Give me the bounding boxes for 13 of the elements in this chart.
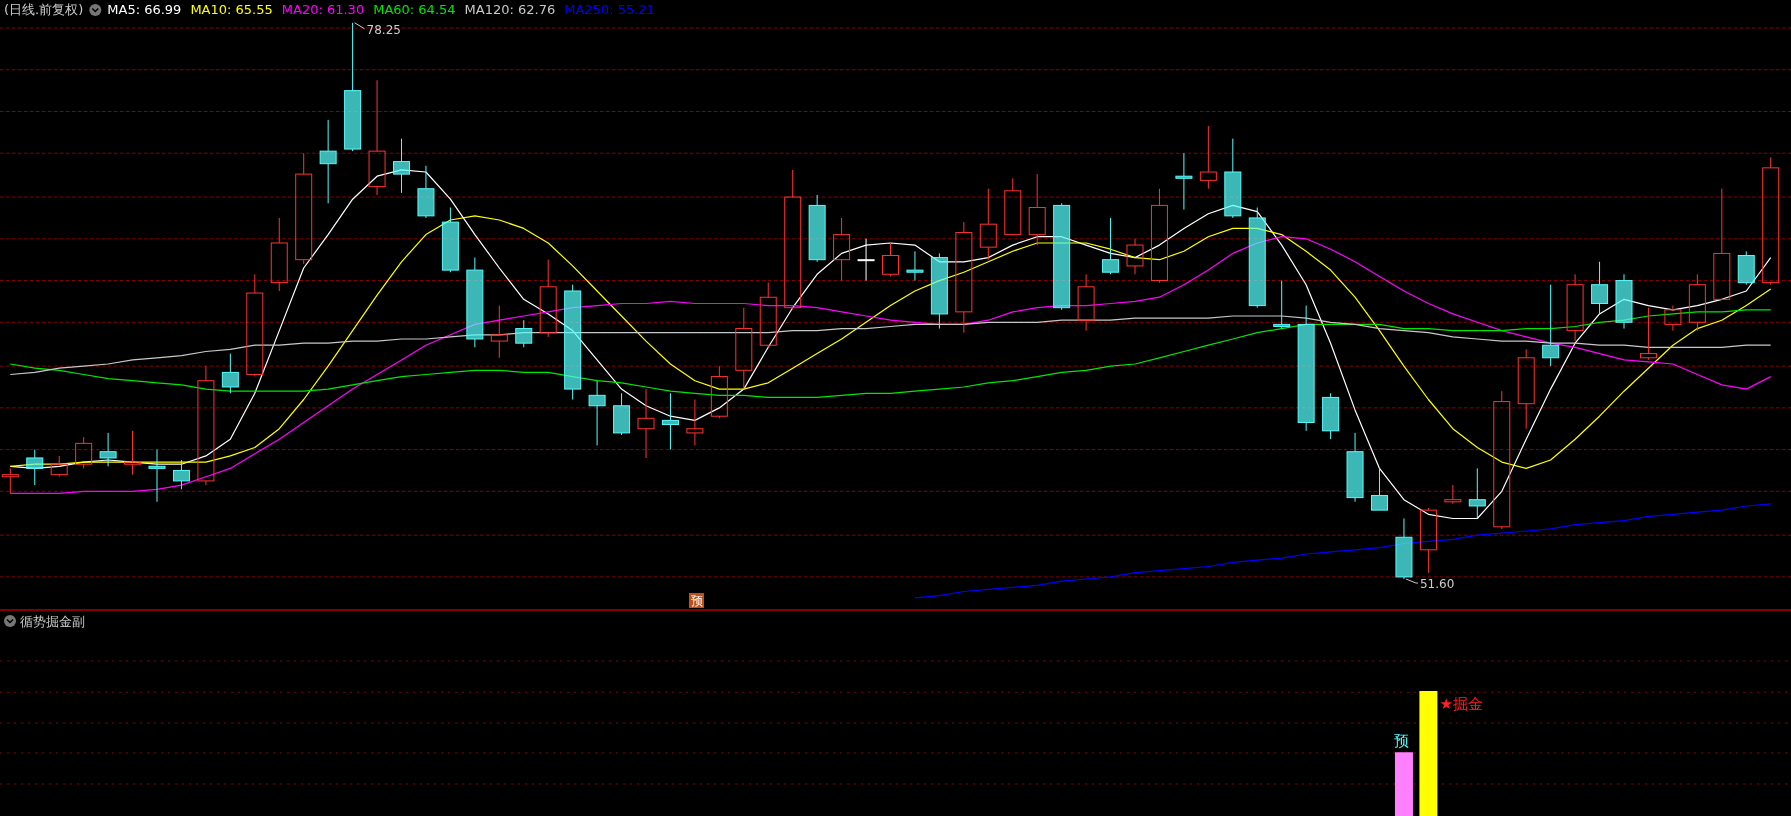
text: MA10: 65.55 [190, 2, 273, 17]
annotation: 预 [1393, 732, 1409, 751]
annotation: 78.25 [366, 22, 401, 37]
text: MA20: 61.30 [281, 2, 365, 17]
text: MA60: 64.54 [373, 2, 456, 17]
annotation: 51.60 [1419, 577, 1455, 591]
text: MA250: 55.21 [564, 2, 655, 17]
chart-title: 循势掘金副 [20, 614, 85, 629]
text: MA120: 62.76 [464, 2, 556, 17]
annotation: ★掘金 [1439, 695, 1483, 713]
text: 预 [690, 594, 703, 608]
text: MA5: 66.99 [107, 2, 182, 17]
chart-title: (日线.前复权) [4, 2, 84, 17]
